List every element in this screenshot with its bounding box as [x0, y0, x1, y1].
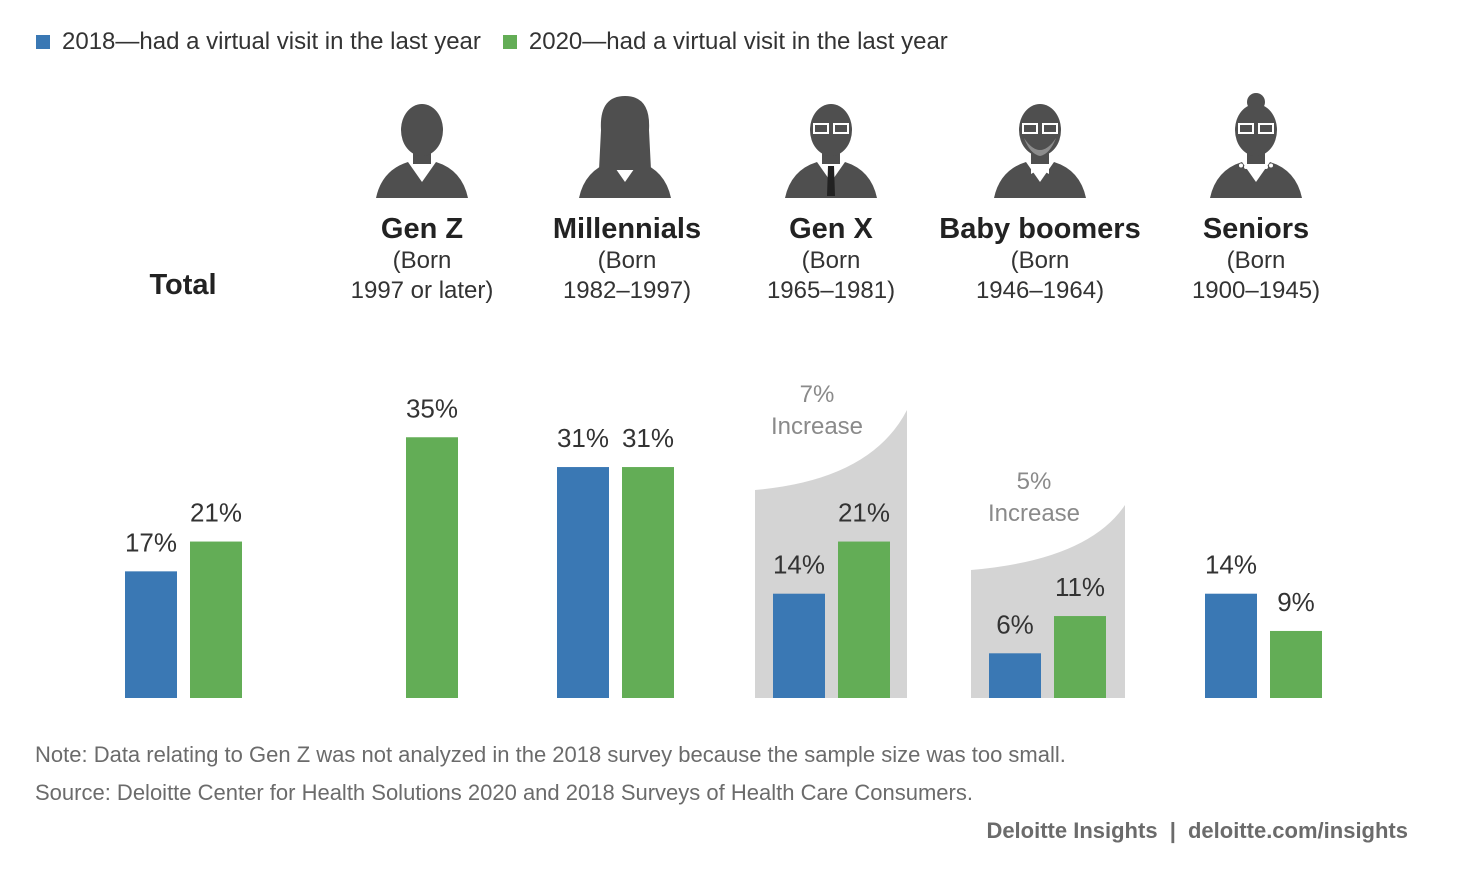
- category-born-millennials: (Born: [598, 247, 657, 274]
- icon-head: [401, 104, 443, 156]
- note-text: Note: Data relating to Gen Z was not ana…: [35, 742, 1066, 767]
- category-title-seniors: Seniors: [1203, 213, 1309, 245]
- category-years-millennials: 1982–1997): [563, 277, 691, 304]
- gen-z-icon: [376, 104, 468, 198]
- value-label-2018-seniors: 14%: [1205, 550, 1257, 580]
- value-label-2020-gen-z: 35%: [406, 393, 458, 423]
- icon-pearl: [1249, 166, 1253, 171]
- icon-pearl: [1269, 163, 1273, 168]
- category-title-baby-boomers: Baby boomers: [939, 213, 1140, 245]
- bar-2020-seniors: [1270, 630, 1322, 698]
- seniors-icon: [1210, 93, 1302, 198]
- icon-glasses-left: [813, 123, 829, 134]
- category-years-seniors: 1900–1945): [1192, 277, 1320, 304]
- category-years-gen-x: 1965–1981): [767, 277, 895, 304]
- value-label-2020-total: 21%: [190, 498, 242, 528]
- category-born-gen-z: (Born: [393, 247, 452, 274]
- category-title-gen-x: Gen X: [789, 213, 873, 245]
- icon-head: [1235, 104, 1277, 156]
- brand-footer: Deloitte Insights | deloitte.com/insight…: [986, 818, 1408, 844]
- category-years-gen-z: 1997 or later): [351, 277, 494, 304]
- category-born-baby-boomers: (Born: [1011, 247, 1070, 274]
- icon-head: [810, 104, 852, 156]
- icon-hair-bun: [1247, 93, 1265, 111]
- icon-pearl: [1244, 165, 1248, 169]
- icon-pearl: [1264, 165, 1268, 169]
- category-years-baby-boomers: 1946–1964): [976, 277, 1104, 304]
- icon-beard: [1024, 138, 1056, 156]
- legend-label-2018: 2018—had a virtual visit in the last yea…: [62, 28, 481, 55]
- bar-2018-millennials: [557, 467, 609, 698]
- category-born-seniors: (Born: [1227, 247, 1286, 274]
- icon-pearl: [1259, 166, 1263, 171]
- icon-pearl: [1254, 168, 1258, 172]
- icon-collar: [408, 162, 436, 182]
- bar-2020-gen-x: [838, 541, 890, 698]
- legend-swatch-2020: [502, 35, 517, 49]
- increase-label-baby-boomers: Increase: [988, 500, 1080, 527]
- category-born-gen-x: (Born: [802, 247, 861, 274]
- legend-label-2020: 2020—had a virtual visit in the last yea…: [528, 28, 948, 55]
- bar-2020-gen-z: [406, 437, 458, 698]
- brand-name: Deloitte Insights: [986, 818, 1158, 843]
- bar-2018-seniors: [1205, 593, 1257, 698]
- value-label-2018-gen-x: 14%: [773, 550, 825, 580]
- brand-separator: |: [1169, 818, 1176, 843]
- increase-value-gen-x: 7%: [800, 381, 835, 408]
- value-label-2020-seniors: 9%: [1277, 587, 1315, 617]
- icon-bowtie: [1031, 164, 1049, 174]
- millennials-icon: [579, 96, 671, 198]
- icon-glasses-right: [1258, 123, 1274, 134]
- bar-2020-millennials: [622, 467, 674, 698]
- value-label-2020-gen-x: 21%: [838, 498, 890, 528]
- value-label-2018-total: 17%: [125, 527, 177, 557]
- legend-swatch-2018: [36, 35, 50, 49]
- increase-label-gen-x: Increase: [771, 413, 863, 440]
- increase-value-baby-boomers: 5%: [1017, 468, 1052, 495]
- icon-glasses-left: [1238, 123, 1254, 134]
- category-title-total: Total: [149, 269, 216, 301]
- legend-item-2020: 2020—had a virtual visit in the last yea…: [502, 28, 948, 56]
- category-title-gen-z: Gen Z: [381, 213, 463, 245]
- bar-2018-baby-boomers: [989, 653, 1041, 698]
- value-label-2018-millennials: 31%: [557, 423, 609, 453]
- icon-glasses-right: [1042, 123, 1058, 134]
- brand-url: deloitte.com/insights: [1187, 818, 1408, 843]
- bar-2018-gen-x: [773, 593, 825, 698]
- bar-2018-total: [125, 571, 177, 698]
- icon-glasses-left: [1022, 123, 1038, 134]
- value-label-2018-baby-boomers: 6%: [996, 609, 1034, 639]
- legend-item-2018: 2018—had a virtual visit in the last yea…: [36, 28, 481, 56]
- icon-glasses-right: [833, 123, 849, 134]
- category-title-millennials: Millennials: [553, 213, 701, 245]
- value-label-2020-millennials: 31%: [622, 423, 674, 453]
- icon-hair: [599, 96, 651, 170]
- legend: 2018—had a virtual visit in the last yea…: [36, 28, 970, 56]
- gen-x-icon: [785, 104, 877, 198]
- value-label-2020-baby-boomers: 11%: [1055, 572, 1105, 602]
- source-text: Source: Deloitte Center for Health Solut…: [35, 780, 973, 805]
- bar-2020-baby-boomers: [1054, 616, 1106, 698]
- baby-boomers-icon: [994, 104, 1086, 198]
- icon-pearl: [1239, 163, 1243, 168]
- icon-head: [1019, 104, 1061, 156]
- icon-tie: [827, 166, 835, 196]
- bar-2020-total: [190, 541, 242, 698]
